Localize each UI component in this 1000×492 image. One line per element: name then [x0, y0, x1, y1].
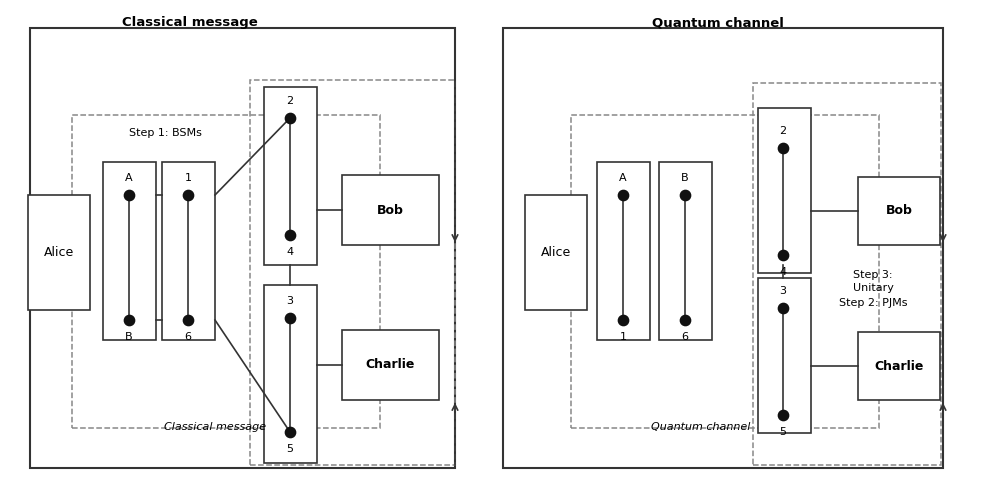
Bar	[858, 332, 940, 400]
Point	[282, 114, 298, 122]
Point	[775, 144, 791, 152]
Bar	[103, 162, 156, 340]
Point	[121, 316, 137, 324]
Text: 1: 1	[620, 332, 626, 342]
Bar	[342, 330, 439, 400]
Point	[775, 251, 791, 259]
Text: 6: 6	[682, 332, 688, 342]
Bar	[758, 108, 811, 273]
Bar	[342, 175, 439, 245]
Text: 5: 5	[287, 444, 294, 454]
Text: Alice: Alice	[44, 246, 74, 258]
Bar	[525, 195, 587, 310]
Text: Step 1: BSMs: Step 1: BSMs	[129, 128, 201, 138]
Bar	[758, 278, 811, 433]
Point	[180, 316, 196, 324]
Text: Unitary: Unitary	[853, 283, 893, 293]
Bar	[264, 285, 317, 463]
Text: Quantum channel: Quantum channel	[651, 422, 751, 432]
Text: Bob: Bob	[886, 205, 912, 217]
Point	[677, 191, 693, 199]
Text: Quantum channel: Quantum channel	[652, 16, 784, 29]
Text: A: A	[125, 173, 133, 183]
Point	[121, 191, 137, 199]
Bar	[264, 87, 317, 265]
Bar	[30, 28, 455, 468]
Text: 1: 1	[184, 173, 192, 183]
Text: Step 2: PJMs: Step 2: PJMs	[839, 298, 907, 308]
Text: 5: 5	[780, 427, 786, 437]
Point	[677, 316, 693, 324]
Text: 3: 3	[287, 296, 294, 306]
Text: A: A	[619, 173, 627, 183]
Bar	[597, 162, 650, 340]
Text: Classical message: Classical message	[164, 422, 266, 432]
Text: Bob: Bob	[377, 204, 403, 216]
Text: Charlie: Charlie	[874, 360, 924, 372]
Point	[282, 428, 298, 436]
Bar	[571, 115, 879, 428]
Text: 3: 3	[780, 286, 786, 296]
Bar	[28, 195, 90, 310]
Text: Alice: Alice	[541, 246, 571, 258]
Bar	[72, 115, 380, 428]
Text: 2: 2	[779, 126, 787, 136]
Bar	[162, 162, 215, 340]
Text: Step 3:: Step 3:	[853, 270, 893, 280]
Bar	[753, 83, 941, 465]
Bar	[858, 177, 940, 245]
Bar	[503, 28, 943, 468]
Text: 2: 2	[286, 96, 294, 106]
Point	[282, 314, 298, 322]
Text: B: B	[681, 173, 689, 183]
Bar	[659, 162, 712, 340]
Text: 4: 4	[779, 267, 787, 277]
Point	[180, 191, 196, 199]
Text: B: B	[125, 332, 133, 342]
Point	[775, 411, 791, 419]
Text: 6: 6	[184, 332, 192, 342]
Point	[615, 316, 631, 324]
Bar	[250, 80, 455, 465]
Text: Classical message: Classical message	[122, 16, 258, 29]
Point	[775, 304, 791, 312]
Point	[615, 191, 631, 199]
Text: 4: 4	[286, 247, 294, 257]
Text: Charlie: Charlie	[365, 359, 415, 371]
Point	[282, 231, 298, 239]
